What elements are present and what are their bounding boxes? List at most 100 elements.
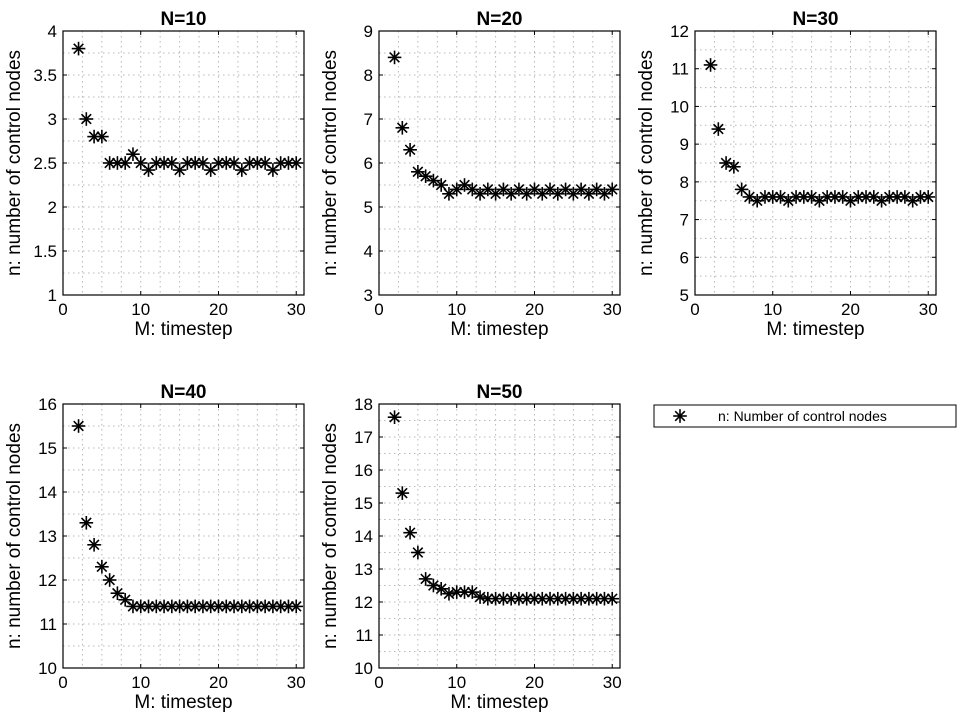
x-tick-label: 0 [374,300,383,319]
data-point [703,58,718,72]
y-tick-label: 6 [680,248,689,267]
data-point [71,419,86,433]
y-tick-label: 7 [680,211,689,230]
data-point [859,190,873,204]
data-point [387,50,402,65]
data-point [87,537,101,552]
x-tick-label: 30 [287,300,306,319]
data-point [118,156,132,170]
legend-marker-glyph [673,409,687,423]
subplot-1: 0 10 20 30 1 1.5 2 2.5 3 3.5 4 N=10 M: timestep n: nu… [4,9,306,340]
y-tick-label: 5 [680,286,689,305]
data-point [102,156,117,170]
y-tick-label: 17 [354,428,373,447]
data-point [289,156,304,170]
data-series [71,419,304,614]
y-tick-label: 3 [364,286,373,305]
data-point [387,410,402,425]
y-tick-label: 7 [364,110,373,129]
x-tick-label: 0 [58,300,67,319]
data-point [734,182,749,197]
data-point [250,156,265,170]
grid [379,31,620,295]
data-point [789,190,803,204]
subplot-2: 0 10 20 30 3 4 5 6 7 8 9 N=20 M: timestep n: number o… [320,9,622,340]
y-tick-label: 8 [680,173,689,192]
x-tick-label: 30 [919,300,938,319]
subplot-title: N=30 [793,9,839,30]
x-tick-label: 20 [209,300,228,319]
x-tick-label: 10 [131,673,150,692]
data-point [242,156,257,170]
y-tick-label: 1.5 [33,242,57,261]
y-tick-label: 15 [38,439,57,458]
data-point [172,599,187,614]
subplot-title: N=10 [161,9,207,30]
y-tick-label: 10 [38,659,57,678]
y-tick-label: 12 [354,593,373,612]
grid [63,31,304,295]
x-tick-label: 30 [603,673,622,692]
legend-label: n: Number of control nodes [718,408,887,424]
y-tick-label: 14 [38,483,57,502]
data-point [481,182,495,197]
data-point [843,193,858,208]
x-tick-label: 20 [209,673,228,692]
data-point [512,182,526,197]
y-tick-label: 9 [364,22,373,41]
data-point [126,147,140,161]
data-point [797,190,811,204]
data-point [418,572,433,586]
legend: n: Number of control nodes [653,404,957,428]
data-point [535,591,550,606]
data-point [141,163,156,177]
y-tick-label: 3.5 [33,66,57,85]
data-point [79,112,94,126]
y-axis-label: n: number of control nodes [636,50,657,276]
data-point [449,585,464,599]
y-tick-label: 4 [364,242,373,261]
data-point [133,599,148,614]
data-point [395,486,410,500]
data-point [411,545,425,560]
data-point [79,515,94,530]
data-point [727,159,741,174]
y-tick-label: 12 [38,571,57,590]
data-point [527,182,542,197]
y-axis-label: n: number of control nodes [320,423,341,649]
data-point [711,122,726,136]
data-point [512,591,526,606]
data-point [95,559,109,574]
data-point [543,591,557,606]
data-point [465,585,480,599]
data-point [449,182,464,197]
y-tick-label: 11 [671,60,689,79]
subplot-title: N=20 [477,9,523,30]
data-point [921,190,936,204]
data-point [118,592,132,607]
y-tick-label: 8 [364,66,373,85]
data-point [434,178,448,192]
y-tick-label: 10 [354,659,373,678]
y-tick-label: 16 [38,395,57,414]
x-tick-label: 20 [841,300,860,319]
y-tick-label: 2.5 [33,154,57,173]
y-tick-label: 3 [48,110,57,129]
x-axis-label: M: timestep [766,319,864,340]
data-point [266,163,280,177]
legend-marker-asterisk-icon [673,409,687,423]
plot-frame [694,30,937,296]
x-tick-label: 0 [374,673,383,692]
subplot-title: N=40 [161,382,207,403]
data-point [496,182,511,197]
x-tick-label: 0 [58,673,67,692]
data-point [403,525,417,540]
data-point [574,182,588,197]
data-point [102,573,117,587]
x-tick-label: 20 [525,673,544,692]
y-tick-label: 9 [680,135,689,154]
y-tick-label: 13 [354,560,373,579]
y-tick-label: 18 [354,395,373,414]
